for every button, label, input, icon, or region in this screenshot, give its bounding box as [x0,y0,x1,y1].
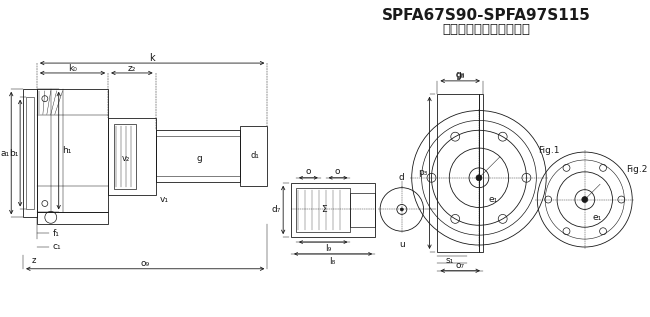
Text: 法兰式组合型空心轴输出: 法兰式组合型空心轴输出 [442,23,530,36]
Bar [240,126,267,186]
Bar [155,136,240,176]
Bar [350,193,375,227]
Text: g: g [196,153,202,163]
Text: k₀: k₀ [68,63,77,73]
Text: o₇: o₇ [456,261,465,270]
Text: p₃: p₃ [418,168,428,177]
Bar [479,94,483,252]
Text: l₈: l₈ [330,257,336,266]
Text: o₉: o₉ [140,259,150,268]
Bar [108,119,155,195]
Text: v₂: v₂ [122,153,130,163]
Text: g₈: g₈ [456,70,465,80]
Text: k: k [150,53,155,63]
Bar [26,97,34,210]
Bar [37,89,108,212]
Text: Fig.2: Fig.2 [627,165,647,174]
Text: z: z [32,256,36,265]
Text: b₁: b₁ [9,149,18,158]
Circle shape [476,175,482,181]
Text: v₁: v₁ [160,195,169,204]
Text: f₁: f₁ [53,229,60,238]
Text: s₁: s₁ [445,256,454,265]
Text: Σ: Σ [321,205,326,214]
Text: SPFA67S90-SPFA97S115: SPFA67S90-SPFA97S115 [382,8,590,23]
Text: d₇: d₇ [272,205,281,214]
Bar [114,124,136,189]
Text: d₁: d₁ [250,151,259,159]
Bar [291,183,375,237]
Text: l₉: l₉ [326,244,332,254]
Text: h₁: h₁ [62,146,71,155]
Text: g₈: g₈ [456,71,465,81]
Text: o: o [305,167,311,176]
Bar [155,130,240,182]
Text: d: d [399,173,405,182]
Bar [23,89,37,217]
Text: e₁: e₁ [592,213,601,222]
Circle shape [400,208,403,211]
Text: a₁: a₁ [0,149,9,158]
Circle shape [582,197,588,203]
Text: z₂: z₂ [127,63,136,73]
Text: Fig.1: Fig.1 [538,146,560,155]
Text: u: u [399,240,405,249]
Text: e₁: e₁ [488,195,497,204]
Bar [296,188,350,232]
Bar [37,212,108,224]
Bar [437,94,479,252]
Text: c₁: c₁ [53,242,61,250]
Text: o: o [335,167,341,176]
